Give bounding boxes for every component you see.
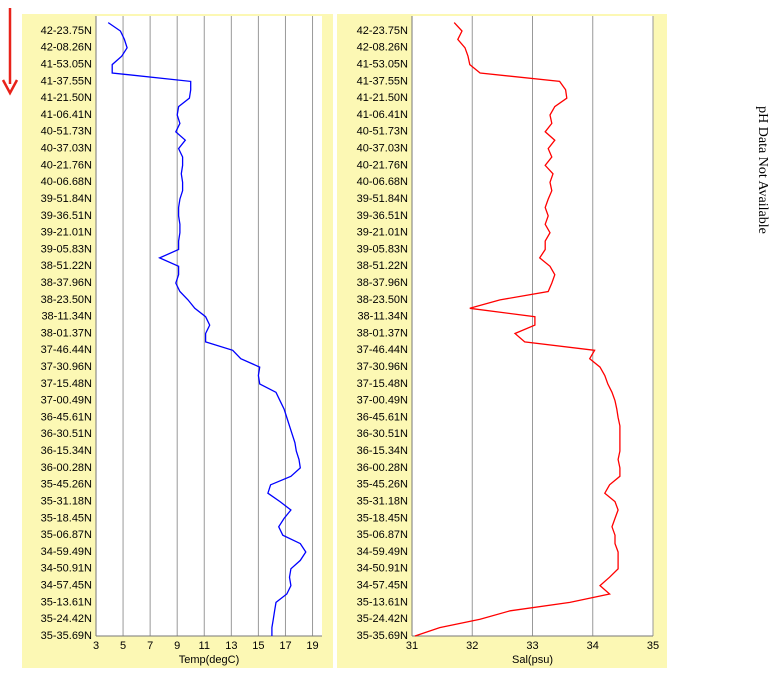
- y-tick-label: 41-53.05N: [357, 59, 408, 71]
- y-tick-label: 38-51.22N: [41, 260, 92, 272]
- x-tick-label: 31: [406, 640, 418, 652]
- x-tick-label: 15: [252, 640, 264, 652]
- y-tick-label: 40-21.76N: [357, 159, 408, 171]
- data-line: [414, 22, 621, 637]
- y-tick-label: 39-36.51N: [357, 210, 408, 222]
- y-tick-label: 39-51.84N: [41, 193, 92, 205]
- y-tick-label: 41-21.50N: [357, 92, 408, 104]
- y-tick-label: 35-45.26N: [41, 479, 92, 491]
- y-tick-label: 34-50.91N: [357, 563, 408, 575]
- y-tick-label: 35-13.61N: [41, 596, 92, 608]
- y-tick-label: 38-37.96N: [41, 277, 92, 289]
- y-tick-label: 39-05.83N: [357, 243, 408, 255]
- y-tick-label: 34-59.49N: [357, 546, 408, 558]
- y-tick-label: 38-01.37N: [357, 327, 408, 339]
- y-tick-label: 40-21.76N: [41, 159, 92, 171]
- y-tick-label: 35-06.87N: [41, 529, 92, 541]
- x-tick-label: 11: [199, 640, 210, 652]
- y-tick-label: 35-18.45N: [41, 512, 92, 524]
- y-tick-label: 37-46.44N: [357, 344, 408, 356]
- y-tick-label: 42-23.75N: [357, 25, 408, 37]
- y-tick-label: 41-06.41N: [357, 109, 408, 121]
- y-tick-label: 38-23.50N: [357, 294, 408, 306]
- y-tick-label: 34-57.45N: [357, 579, 408, 591]
- y-tick-label: 40-37.03N: [357, 143, 408, 155]
- y-tick-label: 41-06.41N: [41, 109, 92, 121]
- y-tick-label: 41-53.05N: [41, 59, 92, 71]
- y-tick-label: 36-00.28N: [41, 462, 92, 474]
- y-tick-label: 41-37.55N: [41, 75, 92, 87]
- y-tick-label: 35-18.45N: [357, 512, 408, 524]
- y-tick-label: 39-36.51N: [41, 210, 92, 222]
- y-tick-label: 35-35.69N: [41, 630, 92, 642]
- y-tick-label: 38-37.96N: [357, 277, 408, 289]
- y-tick-label: 35-31.18N: [41, 495, 92, 507]
- y-tick-label: 40-06.68N: [41, 176, 92, 188]
- y-tick-label: 42-08.26N: [41, 42, 92, 54]
- y-tick-label: 37-30.96N: [357, 361, 408, 373]
- x-tick-label: 17: [279, 640, 291, 652]
- y-tick-label: 36-15.34N: [357, 445, 408, 457]
- y-tick-label: 42-08.26N: [357, 42, 408, 54]
- x-axis-label: Temp(degC): [179, 654, 240, 666]
- x-tick-label: 34: [587, 640, 599, 652]
- x-tick-label: 9: [174, 640, 180, 652]
- y-tick-label: 39-21.01N: [41, 227, 92, 239]
- y-tick-label: 38-01.37N: [41, 327, 92, 339]
- x-tick-label: 3: [93, 640, 99, 652]
- y-tick-label: 35-13.61N: [357, 596, 408, 608]
- y-tick-label: 40-51.73N: [357, 126, 408, 138]
- y-tick-label: 37-30.96N: [41, 361, 92, 373]
- y-tick-label: 34-50.91N: [41, 563, 92, 575]
- x-tick-label: 5: [120, 640, 126, 652]
- y-tick-label: 38-11.34N: [41, 311, 92, 323]
- y-tick-label: 37-15.48N: [357, 378, 408, 390]
- y-tick-label: 40-06.68N: [357, 176, 408, 188]
- y-tick-label: 40-37.03N: [41, 143, 92, 155]
- data-line: [107, 22, 307, 636]
- x-tick-label: 32: [466, 640, 478, 652]
- y-tick-label: 36-00.28N: [357, 462, 408, 474]
- y-tick-label: 34-59.49N: [41, 546, 92, 558]
- y-tick-label: 37-15.48N: [41, 378, 92, 390]
- y-tick-label: 40-51.73N: [41, 126, 92, 138]
- y-tick-label: 35-06.87N: [357, 529, 408, 541]
- y-tick-label: 41-21.50N: [41, 92, 92, 104]
- y-tick-label: 36-45.61N: [41, 411, 92, 423]
- x-tick-label: 35: [647, 640, 659, 652]
- y-tick-label: 42-23.75N: [41, 25, 92, 37]
- y-tick-label: 38-23.50N: [41, 294, 92, 306]
- y-tick-label: 34-57.45N: [41, 579, 92, 591]
- y-tick-label: 37-46.44N: [41, 344, 92, 356]
- y-tick-label: 39-05.83N: [41, 243, 92, 255]
- side-note: pH Data Not Available: [755, 106, 770, 234]
- x-axis-label: Sal(psu): [512, 654, 553, 666]
- y-tick-label: 36-45.61N: [357, 411, 408, 423]
- y-tick-label: 35-31.18N: [357, 495, 408, 507]
- y-tick-label: 39-21.01N: [357, 227, 408, 239]
- x-tick-label: 33: [526, 640, 538, 652]
- arrow-head: [1, 79, 19, 96]
- y-tick-label: 36-30.51N: [41, 428, 92, 440]
- x-tick-label: 7: [147, 640, 153, 652]
- x-tick-label: 13: [225, 640, 237, 652]
- y-tick-label: 35-24.42N: [41, 613, 92, 625]
- y-tick-label: 38-11.34N: [357, 311, 408, 323]
- y-tick-label: 36-30.51N: [357, 428, 408, 440]
- y-tick-label: 35-35.69N: [357, 630, 408, 642]
- y-tick-label: 41-37.55N: [357, 75, 408, 87]
- y-tick-label: 35-24.42N: [357, 613, 408, 625]
- y-tick-label: 35-45.26N: [357, 479, 408, 491]
- y-tick-label: 36-15.34N: [41, 445, 92, 457]
- x-tick-label: 19: [306, 640, 318, 652]
- y-tick-label: 38-51.22N: [357, 260, 408, 272]
- y-tick-label: 37-00.49N: [41, 395, 92, 407]
- y-tick-label: 39-51.84N: [357, 193, 408, 205]
- y-tick-label: 37-00.49N: [357, 395, 408, 407]
